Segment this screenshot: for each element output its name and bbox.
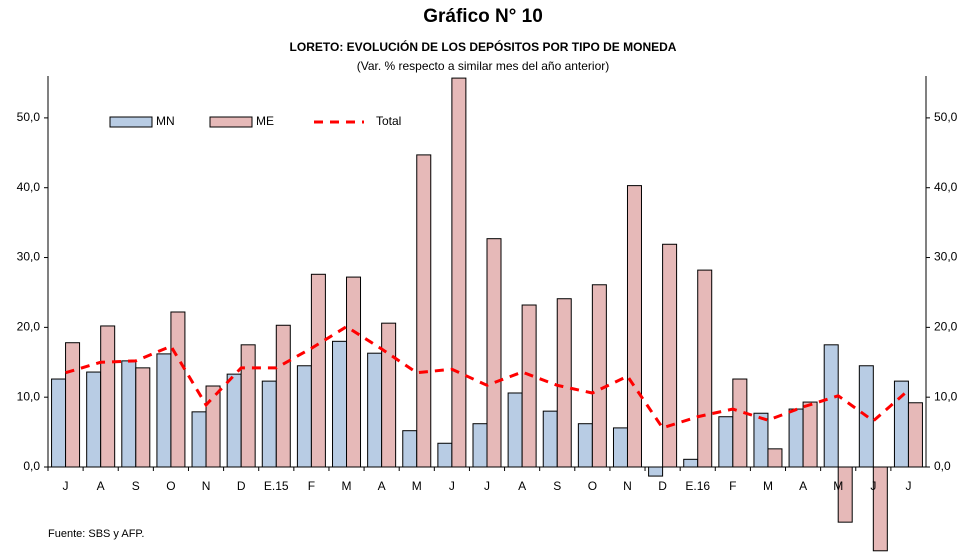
chart-note: (Var. % respecto a similar mes del año a… <box>357 59 610 73</box>
y2-tick-label: 50,0 <box>934 110 958 124</box>
bar <box>381 322 397 468</box>
x-tick-label: J <box>484 479 490 493</box>
bar <box>542 410 558 468</box>
y2-tick-label: 10,0 <box>934 389 958 403</box>
y2-tick-label: 0,0 <box>934 459 951 473</box>
x-tick-label: M <box>412 479 422 493</box>
x-tick-label: O <box>588 479 597 493</box>
bar <box>275 324 291 468</box>
y-tick-label: 20,0 <box>17 320 41 334</box>
legend-swatch <box>109 116 153 128</box>
x-tick-label: J <box>870 479 876 493</box>
x-tick-label: J <box>905 479 911 493</box>
bar <box>683 458 699 468</box>
bar <box>697 269 713 468</box>
legend-label: ME <box>256 114 274 128</box>
x-tick-label: N <box>623 479 632 493</box>
bar <box>507 392 523 468</box>
x-tick-label: O <box>166 479 175 493</box>
x-tick-label: A <box>518 479 526 493</box>
x-tick-label: M <box>342 479 352 493</box>
bar <box>626 185 642 468</box>
x-tick-label: M <box>763 479 773 493</box>
x-tick-label: F <box>308 479 315 493</box>
bar <box>437 442 453 468</box>
bar <box>226 373 242 468</box>
bar <box>310 273 326 468</box>
bar <box>486 238 502 468</box>
bar <box>65 342 81 468</box>
bar <box>261 380 277 468</box>
y-tick-label: 50,0 <box>17 110 41 124</box>
x-tick-label: D <box>237 479 246 493</box>
bar <box>577 423 593 468</box>
bar <box>556 298 572 468</box>
bar <box>156 353 172 468</box>
bar <box>837 466 853 523</box>
bar <box>893 380 909 468</box>
bar <box>662 243 678 468</box>
bar <box>346 276 362 468</box>
bar <box>767 448 783 468</box>
bar <box>121 360 137 468</box>
chart-title: Gráfico N° 10 <box>423 6 543 27</box>
bar <box>521 304 537 468</box>
line <box>65 324 910 430</box>
x-tick-label: M <box>833 479 843 493</box>
bar <box>402 430 418 468</box>
y-tick-label: 30,0 <box>17 250 41 264</box>
x-tick-label: S <box>132 479 140 493</box>
bar <box>416 154 432 468</box>
y-tick-label: 10,0 <box>17 389 41 403</box>
bar <box>191 411 207 468</box>
bar <box>100 325 116 468</box>
bar <box>86 371 102 468</box>
y2-tick-label: 20,0 <box>934 320 958 334</box>
bar <box>135 367 151 468</box>
x-tick-label: F <box>729 479 736 493</box>
x-tick-label: J <box>63 479 69 493</box>
y-tick-label: 0,0 <box>23 459 40 473</box>
chart-subtitle: LORETO: EVOLUCIÓN DE LOS DEPÓSITOS POR T… <box>290 39 677 54</box>
bar <box>332 340 348 468</box>
bar <box>823 344 839 468</box>
bar <box>451 77 467 468</box>
x-tick-label: A <box>97 479 105 493</box>
x-tick-label: E.16 <box>685 479 710 493</box>
bar <box>648 466 664 477</box>
x-tick-label: A <box>799 479 807 493</box>
bar <box>296 365 312 468</box>
bar <box>367 352 383 468</box>
y2-tick-label: 40,0 <box>934 180 958 194</box>
bar <box>170 311 186 468</box>
y-tick-label: 40,0 <box>17 180 41 194</box>
bar <box>240 344 256 468</box>
legend-swatch <box>209 116 253 128</box>
bar <box>591 284 607 468</box>
x-tick-label: N <box>202 479 211 493</box>
source: Fuente: SBS y AFP. <box>48 528 144 540</box>
bar <box>612 427 628 468</box>
bar <box>732 378 748 468</box>
bar <box>718 416 734 468</box>
bar <box>51 378 67 468</box>
legend-label: MN <box>156 114 175 128</box>
bar <box>788 408 804 468</box>
x-tick-label: A <box>378 479 386 493</box>
y2-tick-label: 30,0 <box>934 250 958 264</box>
x-tick-label: J <box>449 479 455 493</box>
legend-label: Total <box>376 114 401 128</box>
bar <box>802 401 818 468</box>
x-tick-label: E.15 <box>264 479 289 493</box>
bar <box>907 402 923 468</box>
x-tick-label: S <box>553 479 561 493</box>
bar <box>472 423 488 468</box>
bar <box>753 412 769 468</box>
bar <box>205 385 221 468</box>
x-tick-label: D <box>658 479 667 493</box>
